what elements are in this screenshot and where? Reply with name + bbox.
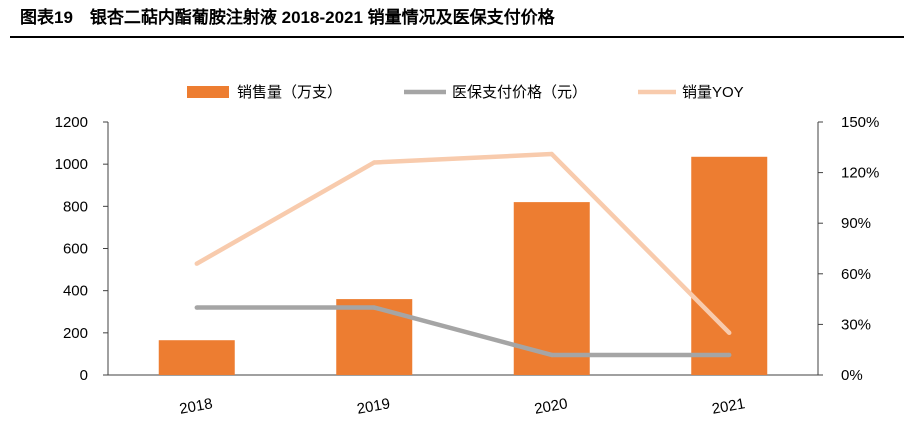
title-divider <box>10 36 904 38</box>
point-sales-yoy <box>372 160 377 165</box>
left-axis-tick-label: 600 <box>63 241 88 258</box>
right-axis-tick-label: 120% <box>841 165 879 182</box>
bar-sales-volume <box>158 340 235 375</box>
left-axis-tick-label: 1000 <box>55 156 88 173</box>
point-reimbursement-price <box>372 305 377 310</box>
legend-label-reimbursement-price: 医保支付价格（元） <box>452 84 587 101</box>
x-axis-tick-label: 2019 <box>356 395 392 418</box>
point-sales-yoy <box>549 151 554 157</box>
point-reimbursement-price <box>549 352 554 358</box>
bar-sales-volume <box>336 299 413 375</box>
legend-swatch-sales-volume <box>187 86 229 98</box>
bar-sales-volume <box>691 156 768 375</box>
line-series-reimbursement-price <box>196 305 730 358</box>
legend-label-sales-volume: 销售量（万支） <box>237 84 342 101</box>
right-axis-tick-label: 0% <box>841 367 863 384</box>
x-axis-tick-label: 2020 <box>533 395 569 418</box>
right-axis-tick-label: 60% <box>841 266 871 283</box>
legend-label-sales-yoy: 销量YOY <box>682 84 744 101</box>
right-axis-tick-label: 150% <box>841 114 879 131</box>
left-axis-tick-label: 1200 <box>55 114 88 131</box>
left-axis-tick-label: 400 <box>63 283 88 300</box>
x-axis-tick-label: 2018 <box>178 395 214 418</box>
point-sales-yoy <box>727 330 732 336</box>
left-axis-tick-label: 0 <box>80 367 88 384</box>
point-reimbursement-price <box>727 352 732 358</box>
left-axis-tick-label: 800 <box>63 198 88 215</box>
figure-title: 图表19 银杏二萜内酯葡胺注射液 2018-2021 销量情况及医保支付价格 <box>20 8 555 27</box>
x-axis-tick-label: 2021 <box>711 395 747 418</box>
line-series-sales-yoy <box>195 151 731 335</box>
point-sales-yoy <box>194 261 199 266</box>
left-axis-tick-label: 200 <box>63 325 88 342</box>
point-reimbursement-price <box>194 305 199 310</box>
right-axis-tick-label: 90% <box>841 215 871 232</box>
right-axis-tick-label: 30% <box>841 316 871 333</box>
